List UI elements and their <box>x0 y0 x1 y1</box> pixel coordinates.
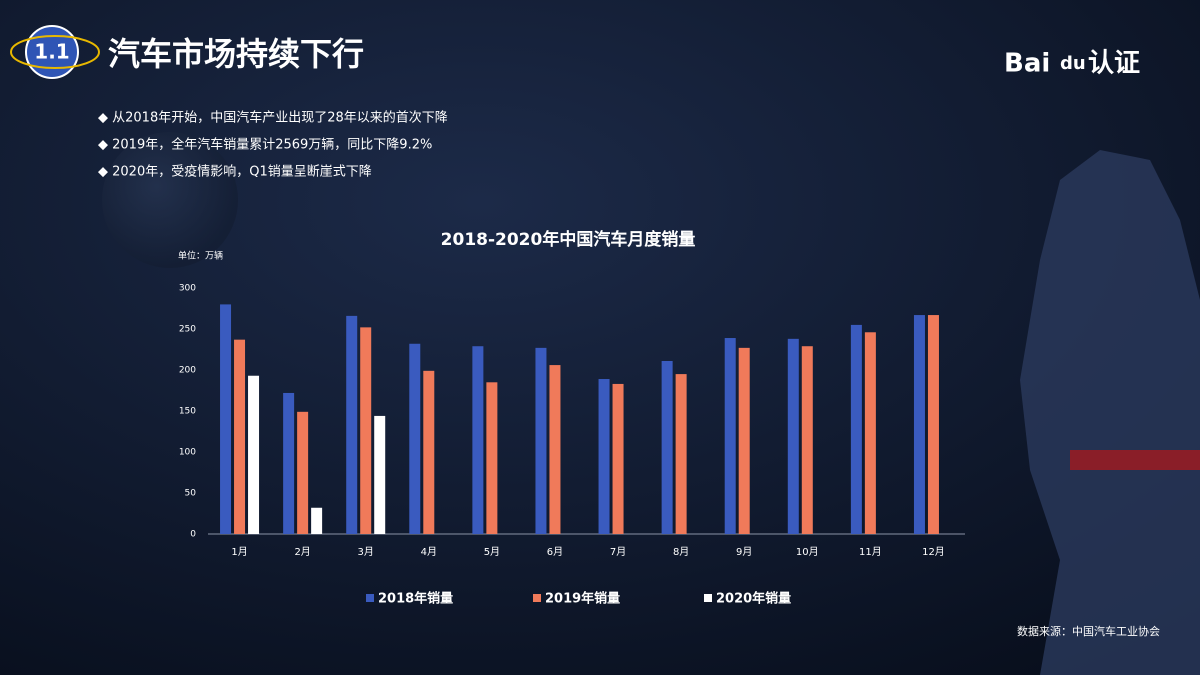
bar <box>220 304 232 534</box>
legend-swatch <box>533 594 541 602</box>
y-tick-label: 50 <box>185 489 197 499</box>
bar <box>311 507 323 534</box>
legend-swatch <box>704 594 712 602</box>
badge-ring <box>10 35 100 69</box>
y-tick-label: 200 <box>179 366 196 376</box>
moon <box>102 132 238 268</box>
bar <box>549 365 561 534</box>
bar <box>675 374 687 534</box>
bullet: ◆ 从2018年开始，中国汽车产业出现了28年以来的首次下降 <box>98 110 448 126</box>
bar <box>850 324 862 534</box>
y-tick-label: 150 <box>179 407 196 417</box>
x-tick-label: 10月 <box>796 546 819 558</box>
x-tick-label: 1月 <box>231 546 247 558</box>
x-tick-label: 9月 <box>736 546 752 558</box>
bar <box>374 415 386 534</box>
legend-swatch <box>366 594 374 602</box>
bar <box>283 392 295 534</box>
bar <box>248 375 260 534</box>
x-tick-label: 4月 <box>421 546 437 558</box>
y-tick-label: 0 <box>190 530 196 540</box>
bar <box>472 346 484 534</box>
x-tick-label: 12月 <box>922 546 945 558</box>
bar <box>409 343 421 534</box>
x-tick-label: 2月 <box>294 546 310 558</box>
bullet: ◆ 2020年，受疫情影响，Q1销量呈断崖式下降 <box>98 164 372 180</box>
bar <box>346 315 358 534</box>
bar <box>486 382 498 534</box>
bar <box>360 327 372 534</box>
bar <box>234 339 246 534</box>
x-tick-label: 7月 <box>610 546 626 558</box>
badge <box>25 25 79 79</box>
bar <box>297 411 309 534</box>
x-tick-label: 6月 <box>547 546 563 558</box>
bar <box>423 370 435 534</box>
x-tick-label: 8月 <box>673 546 689 558</box>
y-tick-label: 100 <box>179 448 196 458</box>
slide-title: 汽车市场持续下行 <box>108 35 364 73</box>
astronaut-belt <box>1070 450 1200 470</box>
bar <box>535 347 547 534</box>
legend-label: 2020年销量 <box>716 591 791 607</box>
badge-text: 1.1 <box>34 40 69 64</box>
bar <box>913 315 925 534</box>
bar <box>612 383 624 534</box>
logo-mid: du <box>1060 53 1086 74</box>
bar <box>661 360 673 534</box>
bar <box>724 338 736 534</box>
y-tick-label: 300 <box>179 284 196 294</box>
x-tick-label: 3月 <box>358 546 374 558</box>
chart-title: 2018-2020年中国汽车月度销量 <box>441 229 696 250</box>
bar <box>738 347 750 534</box>
bar <box>787 338 799 534</box>
logo-left: Bai <box>1004 49 1050 79</box>
source: 数据来源：中国汽车工业协会 <box>1017 624 1160 638</box>
y-tick-label: 250 <box>179 325 196 335</box>
unit-label: 单位：万辆 <box>178 250 223 262</box>
bar <box>927 315 939 534</box>
bar <box>598 379 610 534</box>
x-tick-label: 5月 <box>484 546 500 558</box>
bar <box>864 332 876 534</box>
x-tick-label: 11月 <box>859 546 882 558</box>
astronaut <box>1020 150 1200 675</box>
legend-label: 2018年销量 <box>378 591 453 607</box>
bullet: ◆ 2019年，全年汽车销量累计2569万辆，同比下降9.2% <box>98 137 432 153</box>
bar <box>801 346 813 534</box>
legend-label: 2019年销量 <box>545 591 620 607</box>
logo-right: 认证 <box>1088 49 1140 79</box>
